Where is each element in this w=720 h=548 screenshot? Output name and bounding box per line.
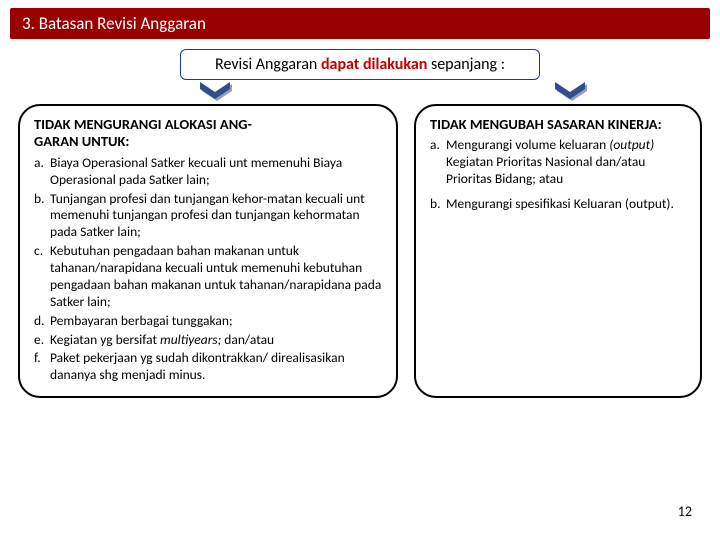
item-text: Kebutuhan pengadaan bahan makanan untuk …: [50, 243, 382, 311]
header-title: 3. Batasan Revisi Anggaran: [22, 13, 206, 34]
item-text: Mengurangi volume keluaran (output) Kegi…: [446, 137, 686, 188]
list-item: b.Mengurangi spesifikasi Keluaran (outpu…: [430, 196, 686, 213]
subheader-part3: sepanjang :: [427, 55, 505, 74]
item-label: f.: [34, 350, 50, 384]
list-item: f.Paket pekerjaan yg sudah dikontrakkan/…: [34, 350, 382, 384]
item-text: Tunjangan profesi dan tunjangan kehor-ma…: [50, 191, 382, 242]
subheader-bar: Revisi Anggaran dapat dilakukan sepanjan…: [180, 49, 540, 80]
content-row: TIDAK MENGURANGI ALOKASI ANG-GARAN UNTUK…: [0, 104, 720, 398]
item-text: Mengurangi spesifikasi Keluaran (output)…: [446, 196, 686, 213]
item-label: c.: [34, 243, 50, 311]
right-box: TIDAK MENGUBAH SASARAN KINERJA: a.Mengur…: [414, 104, 702, 398]
item-text: Pembayaran berbagai tunggakan;: [50, 313, 382, 330]
item-label: d.: [34, 313, 50, 330]
list-item: d.Pembayaran berbagai tunggakan;: [34, 313, 382, 330]
item-label: e.: [34, 332, 50, 349]
left-box-title: TIDAK MENGURANGI ALOKASI ANG-GARAN UNTUK…: [34, 116, 382, 151]
list-item: a.Mengurangi volume keluaran (output) Ke…: [430, 137, 686, 188]
list-item: c.Kebutuhan pengadaan bahan makanan untu…: [34, 243, 382, 311]
item-label: b.: [430, 196, 446, 213]
right-box-title: TIDAK MENGUBAH SASARAN KINERJA:: [430, 116, 686, 133]
left-box: TIDAK MENGURANGI ALOKASI ANG-GARAN UNTUK…: [18, 104, 398, 398]
item-label: a.: [34, 155, 50, 189]
page-number: 12: [678, 503, 692, 520]
list-item: b.Tunjangan profesi dan tunjangan kehor-…: [34, 191, 382, 242]
arrows-row: [0, 82, 720, 106]
subheader-part2: dapat dilakukan: [321, 55, 427, 74]
subheader-part1: Revisi Anggaran: [215, 55, 321, 74]
item-label: b.: [34, 191, 50, 242]
list-item: a.Biaya Operasional Satker kecuali unt m…: [34, 155, 382, 189]
arrow-right-icon: [555, 82, 589, 106]
header-bar: 3. Batasan Revisi Anggaran: [10, 8, 710, 39]
arrow-left-icon: [200, 82, 234, 106]
item-label: a.: [430, 137, 446, 188]
item-text: Paket pekerjaan yg sudah dikontrakkan/ d…: [50, 350, 382, 384]
list-item: e.Kegiatan yg bersifat multiyears; dan/a…: [34, 332, 382, 349]
item-text: Kegiatan yg bersifat multiyears; dan/ata…: [50, 332, 382, 349]
item-text: Biaya Operasional Satker kecuali unt mem…: [50, 155, 382, 189]
